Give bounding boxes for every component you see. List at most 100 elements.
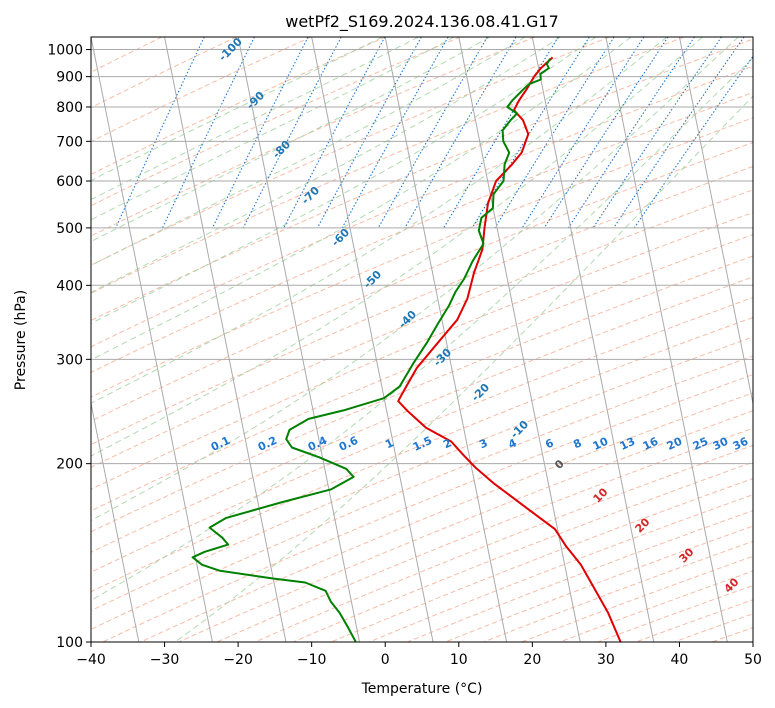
dry-adiabat	[330, 478, 753, 642]
dry-adiabat	[91, 37, 685, 294]
dry-adiabat	[91, 37, 535, 237]
mixing-ratio-line	[283, 37, 386, 229]
x-tick-label: 40	[671, 652, 689, 668]
x-tick-label: 50	[744, 652, 762, 668]
moist-adiabat	[91, 37, 668, 404]
mixing-ratio-line	[521, 37, 645, 229]
moist-adiabat	[91, 57, 753, 601]
mixing-ratio-label: 36	[731, 435, 751, 453]
mixing-ratio-label: 1.5	[411, 434, 434, 454]
dry-adiabat	[91, 165, 753, 446]
mixing-ratio-label: 2	[441, 436, 453, 451]
mixing-ratio-line	[115, 37, 205, 229]
dry-adiabat	[445, 525, 753, 642]
dry-adiabat	[91, 37, 237, 109]
isotherm	[458, 37, 581, 642]
moist-adiabat	[91, 37, 561, 293]
x-tick-label: 10	[450, 652, 468, 668]
dry-adiabat-label: -90	[244, 89, 267, 112]
mixing-ratio-line	[162, 37, 255, 229]
dry-adiabat	[521, 555, 753, 642]
mixing-ratio-label: 13	[618, 435, 637, 453]
mixing-ratio-line	[404, 37, 517, 229]
mixing-ratio-label: 8	[571, 436, 583, 451]
isotherm	[752, 37, 753, 40]
y-axis: 100 200 300 400 500 600 700 800 900 1000	[47, 43, 91, 651]
moist-adiabat	[91, 37, 383, 182]
isotherm	[0, 37, 65, 642]
dry-adiabat	[178, 410, 753, 642]
dewpoint-line	[191, 58, 551, 642]
y-axis-label: Pressure (hPa)	[13, 290, 29, 390]
dry-adiabat	[91, 37, 610, 266]
moist-adiabat-label: 40	[722, 575, 742, 595]
dry-adiabat	[91, 38, 753, 322]
y-tick-label: 400	[56, 278, 83, 294]
dry-adiabat	[91, 296, 753, 573]
background-lines	[0, 37, 753, 642]
x-tick-label: −10	[297, 652, 327, 668]
isotherm	[678, 37, 753, 407]
temperature-line	[397, 56, 622, 642]
moist-adiabat	[91, 37, 455, 221]
mixing-ratio-line	[613, 37, 745, 229]
dry-adiabat	[140, 392, 753, 642]
y-tick-label: 900	[56, 70, 83, 86]
moist-adiabat	[91, 37, 490, 243]
dry-adiabat	[91, 355, 753, 630]
mixing-ratio-label: 20	[665, 435, 685, 453]
mixing-ratio-label: 30	[711, 435, 731, 453]
data-series	[191, 56, 622, 642]
moist-adiabat	[91, 37, 526, 266]
isotherm	[384, 37, 508, 642]
dry-adiabat	[635, 599, 753, 642]
mixing-ratio-line	[242, 37, 342, 229]
mixing-ratio-line	[377, 37, 488, 229]
dry-adiabat	[91, 37, 386, 175]
dry-adiabat	[91, 37, 312, 143]
x-tick-label: −20	[223, 652, 253, 668]
moist-adiabat	[91, 37, 632, 361]
mixing-ratio-line	[494, 37, 615, 229]
dry-adiabat	[369, 494, 753, 642]
dry-adiabat	[91, 211, 753, 490]
adiabat-zero-label: 0	[552, 457, 567, 472]
dry-adiabat-label: -60	[329, 226, 352, 249]
moist-adiabat	[91, 37, 419, 201]
dry-adiabat	[711, 626, 753, 642]
isotherm	[237, 37, 361, 642]
y-tick-label: 800	[56, 100, 83, 116]
dry-adiabat-label: -40	[396, 308, 419, 331]
y-tick-label: 100	[56, 635, 83, 651]
mixing-ratio-line	[592, 37, 722, 229]
x-axis: −40 −30 −20 −10 0 10 20 30 40 50	[76, 642, 762, 668]
mixing-ratio-line	[443, 37, 559, 229]
dry-adiabat	[91, 117, 753, 398]
mixing-ratio-line	[633, 55, 753, 229]
x-tick-label: 20	[523, 652, 541, 668]
x-tick-label: −30	[150, 652, 180, 668]
y-tick-label: 200	[56, 457, 83, 473]
dry-adiabat	[91, 276, 753, 553]
mixing-ratio-line	[471, 37, 590, 229]
mixing-ratio-label: 25	[691, 435, 710, 453]
dry-adiabat	[407, 510, 753, 642]
mixing-ratio-label: 0.2	[256, 434, 279, 454]
dry-adiabat	[483, 540, 753, 642]
dry-adiabat	[91, 255, 753, 533]
isotherm	[605, 37, 728, 642]
dry-adiabat	[91, 91, 753, 373]
dry-adiabat-label: -50	[361, 268, 384, 291]
mixing-ratio-label: 0.6	[337, 434, 360, 454]
isotherm	[164, 37, 287, 642]
dry-adiabat	[91, 65, 753, 348]
y-tick-label: 300	[56, 352, 83, 368]
x-tick-label: −40	[76, 652, 106, 668]
x-tick-label: 30	[597, 652, 615, 668]
dry-adiabat	[216, 427, 753, 642]
y-tick-label: 1000	[47, 43, 83, 59]
isotherm	[531, 37, 655, 642]
y-tick-label: 700	[56, 134, 83, 150]
moist-adiabat	[91, 37, 739, 522]
